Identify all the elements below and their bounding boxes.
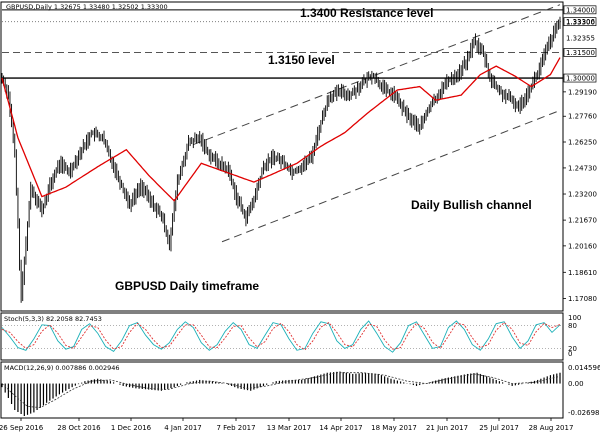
stoch-tick-label: 80 [568, 322, 577, 330]
macd-tick-label: -0.026987 [568, 409, 600, 417]
stoch-header: Stoch(5,3,3) 82.2058 82.7453 [4, 315, 102, 323]
time-tick-label: 26 Sep 2016 [0, 424, 44, 432]
chart-header: GBPUSD,Daily 1.32675 1.33480 1.32502 1.3… [6, 3, 168, 11]
time-tick-label: 4 Jan 2017 [164, 424, 202, 432]
stoch-pane [0, 312, 564, 361]
timeframe-annotation: GBPUSD Daily timeframe [115, 279, 259, 293]
macd-indicator: 0.014596 0.00 -0.026987 [1, 364, 600, 417]
level-label-1.33306: 1.33306 [566, 18, 595, 26]
price-pane [0, 1, 564, 312]
price-tick-label: 1.21670 [568, 217, 597, 225]
macd-tick-label: 0.00 [568, 380, 584, 388]
price-tick-label: 1.24730 [568, 164, 597, 172]
level-label-box [563, 5, 597, 15]
level-label-box [563, 48, 597, 57]
stoch-tick-label: 0 [568, 350, 572, 358]
level-1315-annotation: 1.3150 level [268, 53, 335, 67]
time-axis: 26 Sep 2016 28 Oct 2016 1 Dec 2016 4 Jan 20… [0, 418, 573, 432]
time-tick-label: 1 Dec 2016 [111, 424, 152, 432]
macd-tick-label: 0.014596 [568, 364, 600, 372]
price-bars [1, 16, 561, 303]
level-label-box [563, 17, 597, 27]
time-tick-label: 25 Jul 2017 [479, 424, 519, 432]
time-tick-label: 13 Mar 2017 [267, 424, 311, 432]
level-label-1.31500: 1.31500 [566, 49, 595, 57]
price-tick-label: 1.18610 [568, 269, 597, 277]
stoch-tick-label: 100 [568, 314, 581, 322]
resistance-annotation: 1.3400 Resistance level [300, 6, 433, 20]
time-tick-label: 21 Jun 2017 [426, 424, 468, 432]
moving-average-line [1, 57, 561, 202]
macd-header: MACD(12,26,9) 0.007886 0.002946 [4, 364, 120, 372]
level-label-1.33300: 1.33300 [566, 18, 595, 26]
price-tick-label: 1.17080 [568, 295, 597, 303]
stoch-tick-label: 20 [568, 345, 577, 353]
stoch-main-line [1, 320, 561, 353]
channel-lower-line [221, 109, 561, 243]
price-tick-label: 1.23200 [568, 191, 597, 199]
stoch-signal-line [1, 321, 561, 351]
time-tick-label: 28 Oct 2016 [57, 424, 101, 432]
macd-signal-line [1, 372, 561, 409]
macd-pane [0, 361, 564, 419]
price-axis: 1.29190 1.27760 1.26250 1.24730 1.23200 1.216… [563, 88, 597, 303]
time-tick-label: 28 Aug 2017 [529, 424, 574, 432]
price-tick-label: 1.29190 [568, 88, 597, 96]
level-label-1.30000: 1.30000 [566, 75, 595, 83]
time-tick-label: 18 May 2017 [371, 424, 417, 432]
price-tick-label: 1.20160 [568, 242, 597, 250]
level-label-1.32355: 1.32355 [566, 34, 595, 42]
price-tick-label: 1.26250 [568, 139, 597, 147]
level-label-box [563, 73, 597, 83]
level-label-1.34000: 1.34000 [566, 6, 595, 14]
price-tick-label: 1.27760 [568, 113, 597, 121]
time-tick-label: 7 Feb 2017 [216, 424, 255, 432]
channel-annotation: Daily Bullish channel [411, 198, 532, 212]
time-tick-label: 14 Apr 2017 [319, 424, 362, 432]
